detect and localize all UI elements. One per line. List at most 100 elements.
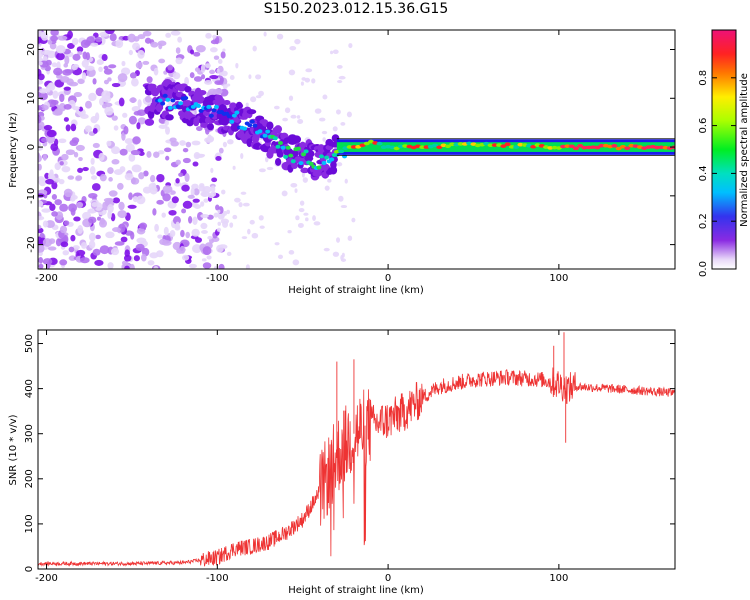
noise-cell <box>336 64 343 69</box>
x-tick-label: -200 <box>35 273 58 284</box>
noise-cell <box>60 241 69 248</box>
noise-cell <box>129 263 135 269</box>
noise-cell <box>72 106 80 111</box>
noise-cell <box>234 197 241 203</box>
noise-cell <box>45 59 52 66</box>
noise-cell <box>77 225 84 234</box>
noise-cell <box>201 258 207 262</box>
noise-cell <box>121 60 126 67</box>
noise-cell <box>47 39 53 45</box>
noise-cell <box>222 220 229 228</box>
noise-cell <box>188 263 197 269</box>
spectrogram-y-ticks: -20 -10 0 10 20 <box>26 43 675 253</box>
noise-cell <box>227 139 234 145</box>
noise-cell <box>61 153 69 161</box>
noise-cell <box>226 251 232 257</box>
y-tick-label: 10 <box>26 92 37 105</box>
noise-cell <box>91 183 101 191</box>
noise-cell <box>75 144 85 152</box>
noise-cell <box>107 262 114 269</box>
noise-cell <box>229 74 235 81</box>
noise-cell <box>240 191 247 195</box>
noise-cell <box>111 146 121 155</box>
noise-cell <box>122 112 128 118</box>
noise-cell <box>322 137 326 142</box>
noise-cell <box>168 209 177 216</box>
noise-cell <box>42 220 49 228</box>
noise-cell <box>111 82 121 88</box>
noise-cell <box>70 234 76 242</box>
noise-cell <box>288 95 294 101</box>
noise-cell <box>117 210 127 219</box>
noise-cell <box>305 217 309 222</box>
ridge-halo-cell <box>291 161 298 170</box>
noise-cell <box>63 188 73 198</box>
noise-cell <box>245 102 249 107</box>
noise-cell <box>203 198 209 203</box>
ridge-core-cell <box>342 154 348 159</box>
ridge-core-cell <box>206 104 212 109</box>
noise-cell <box>77 78 85 85</box>
colorbar-ticks: 0.0 0.2 0.4 0.6 0.8 <box>698 70 736 277</box>
noise-cell <box>80 241 88 249</box>
noise-cell <box>124 138 134 145</box>
noise-cell <box>58 138 67 144</box>
noise-cell <box>38 146 44 151</box>
snr-y-label: SNR (10 * v/v) <box>8 414 19 485</box>
noise-cell <box>67 30 73 39</box>
noise-cell <box>97 216 102 221</box>
colorbar-tick-label: 0.0 <box>698 261 709 277</box>
noise-cell <box>192 161 199 167</box>
noise-cell <box>217 221 222 226</box>
noise-cell <box>128 49 133 56</box>
noise-cell <box>144 95 152 103</box>
noise-cell <box>159 238 167 246</box>
noise-cell <box>319 117 326 122</box>
ridge-band-cell <box>457 142 464 146</box>
noise-cell <box>61 165 71 173</box>
noise-cell <box>137 49 145 59</box>
noise-cell <box>70 196 76 202</box>
ridge-band-cell <box>444 144 451 149</box>
ridge-band-cell <box>419 145 426 150</box>
colorbar-gradient <box>711 29 737 270</box>
colorbar-tick-label: 0.2 <box>698 213 709 229</box>
noise-cell <box>42 50 52 55</box>
noise-cell <box>89 166 96 175</box>
noise-cell <box>38 216 45 221</box>
ridge-core-cell <box>162 93 168 98</box>
noise-cell <box>194 237 203 243</box>
noise-cell <box>68 81 79 87</box>
noise-cell <box>96 59 104 66</box>
noise-cell <box>107 204 114 213</box>
noise-cell <box>165 126 170 135</box>
noise-cell <box>112 227 121 233</box>
ridge-band-cell <box>350 145 357 149</box>
noise-cell <box>68 255 77 261</box>
snr-x-ticks: -200 -100 0 100 <box>35 330 568 584</box>
noise-cell <box>49 42 57 50</box>
noise-cell <box>156 199 164 205</box>
ridge-core-cell <box>178 101 184 106</box>
noise-cell <box>221 189 226 195</box>
ridge-halo-cell <box>165 114 174 121</box>
noise-cell <box>185 141 192 148</box>
noise-cell <box>47 246 57 251</box>
noise-cell <box>241 236 248 240</box>
noise-cell <box>154 223 159 232</box>
noise-cell <box>98 152 105 161</box>
ridge-core-cell <box>265 129 271 134</box>
noise-cell <box>196 126 203 132</box>
noise-cell <box>232 214 238 220</box>
noise-cell <box>132 42 141 51</box>
noise-cell <box>198 185 206 192</box>
ridge-halo-cell <box>329 166 338 175</box>
noise-cell <box>201 230 208 234</box>
ridge-core-cell <box>208 113 214 118</box>
noise-cell <box>212 88 223 95</box>
ridge-band-cell <box>487 143 494 148</box>
ridge-band-cell <box>359 143 366 148</box>
ridge-core-cell <box>321 161 327 166</box>
noise-cell <box>42 258 53 265</box>
noise-cell <box>303 212 309 216</box>
